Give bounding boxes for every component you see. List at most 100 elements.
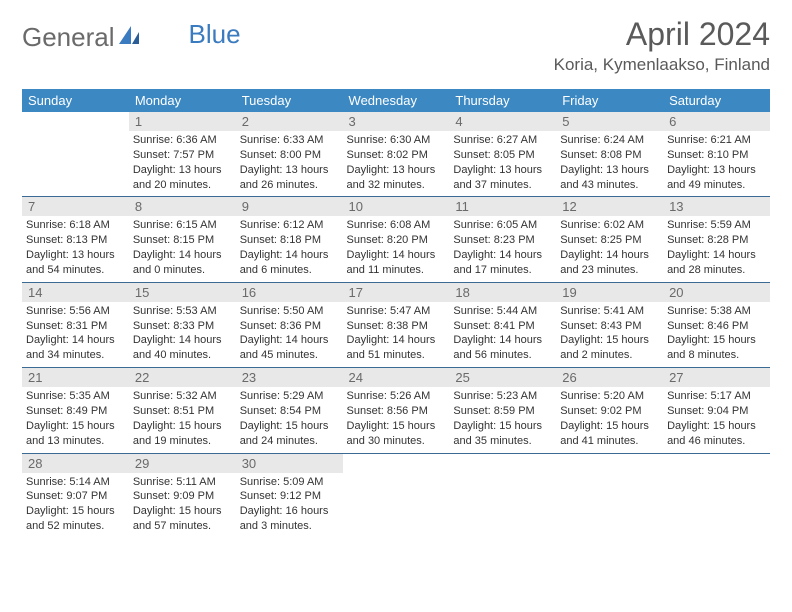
day-detail: Sunrise: 5:53 AMSunset: 8:33 PMDaylight:…: [129, 302, 236, 367]
day-number: 19: [556, 283, 663, 302]
calendar-day-cell: .: [663, 453, 770, 538]
logo-sail-icon: [117, 22, 141, 53]
page-title: April 2024: [554, 16, 770, 53]
calendar-day-cell: 8Sunrise: 6:15 AMSunset: 8:15 PMDaylight…: [129, 197, 236, 282]
calendar-day-cell: 27Sunrise: 5:17 AMSunset: 9:04 PMDayligh…: [663, 368, 770, 453]
calendar-day-cell: 29Sunrise: 5:11 AMSunset: 9:09 PMDayligh…: [129, 453, 236, 538]
day-number: 10: [343, 197, 450, 216]
calendar-day-cell: 4Sunrise: 6:27 AMSunset: 8:05 PMDaylight…: [449, 112, 556, 197]
day-number: 1: [129, 112, 236, 131]
day-detail: Sunrise: 5:41 AMSunset: 8:43 PMDaylight:…: [556, 302, 663, 367]
day-number: 15: [129, 283, 236, 302]
day-number: 18: [449, 283, 556, 302]
calendar-day-cell: 26Sunrise: 5:20 AMSunset: 9:02 PMDayligh…: [556, 368, 663, 453]
day-number: 7: [22, 197, 129, 216]
calendar-day-cell: 2Sunrise: 6:33 AMSunset: 8:00 PMDaylight…: [236, 112, 343, 197]
calendar-day-cell: .: [343, 453, 450, 538]
day-detail: Sunrise: 5:09 AMSunset: 9:12 PMDaylight:…: [236, 473, 343, 538]
day-detail: Sunrise: 5:38 AMSunset: 8:46 PMDaylight:…: [663, 302, 770, 367]
day-detail: Sunrise: 5:50 AMSunset: 8:36 PMDaylight:…: [236, 302, 343, 367]
calendar-day-cell: 6Sunrise: 6:21 AMSunset: 8:10 PMDaylight…: [663, 112, 770, 197]
day-detail: Sunrise: 5:14 AMSunset: 9:07 PMDaylight:…: [22, 473, 129, 538]
weekday-header: Sunday: [22, 89, 129, 112]
day-number: 28: [22, 454, 129, 473]
calendar-day-cell: .: [556, 453, 663, 538]
day-number: 23: [236, 368, 343, 387]
day-number: 11: [449, 197, 556, 216]
calendar-day-cell: 1Sunrise: 6:36 AMSunset: 7:57 PMDaylight…: [129, 112, 236, 197]
day-detail: Sunrise: 5:11 AMSunset: 9:09 PMDaylight:…: [129, 473, 236, 538]
day-number: 16: [236, 283, 343, 302]
day-detail: Sunrise: 6:15 AMSunset: 8:15 PMDaylight:…: [129, 216, 236, 281]
header: General Blue April 2024 Koria, Kymenlaak…: [22, 16, 770, 75]
day-detail: Sunrise: 6:08 AMSunset: 8:20 PMDaylight:…: [343, 216, 450, 281]
day-detail: Sunrise: 5:47 AMSunset: 8:38 PMDaylight:…: [343, 302, 450, 367]
day-number: 12: [556, 197, 663, 216]
calendar-day-cell: 21Sunrise: 5:35 AMSunset: 8:49 PMDayligh…: [22, 368, 129, 453]
day-detail: Sunrise: 5:20 AMSunset: 9:02 PMDaylight:…: [556, 387, 663, 452]
day-number: 22: [129, 368, 236, 387]
day-detail: Sunrise: 6:18 AMSunset: 8:13 PMDaylight:…: [22, 216, 129, 281]
day-number: 5: [556, 112, 663, 131]
day-detail: Sunrise: 6:33 AMSunset: 8:00 PMDaylight:…: [236, 131, 343, 196]
calendar-day-cell: 3Sunrise: 6:30 AMSunset: 8:02 PMDaylight…: [343, 112, 450, 197]
day-number: 3: [343, 112, 450, 131]
calendar-week-row: .1Sunrise: 6:36 AMSunset: 7:57 PMDayligh…: [22, 112, 770, 197]
calendar-day-cell: 18Sunrise: 5:44 AMSunset: 8:41 PMDayligh…: [449, 282, 556, 367]
day-detail: Sunrise: 5:32 AMSunset: 8:51 PMDaylight:…: [129, 387, 236, 452]
day-number: 25: [449, 368, 556, 387]
day-detail: Sunrise: 5:56 AMSunset: 8:31 PMDaylight:…: [22, 302, 129, 367]
logo-text-general: General: [22, 22, 115, 53]
weekday-header: Thursday: [449, 89, 556, 112]
calendar-day-cell: 14Sunrise: 5:56 AMSunset: 8:31 PMDayligh…: [22, 282, 129, 367]
calendar-day-cell: 11Sunrise: 6:05 AMSunset: 8:23 PMDayligh…: [449, 197, 556, 282]
day-detail: Sunrise: 5:17 AMSunset: 9:04 PMDaylight:…: [663, 387, 770, 452]
calendar-week-row: 7Sunrise: 6:18 AMSunset: 8:13 PMDaylight…: [22, 197, 770, 282]
weekday-header-row: SundayMondayTuesdayWednesdayThursdayFrid…: [22, 89, 770, 112]
calendar-week-row: 28Sunrise: 5:14 AMSunset: 9:07 PMDayligh…: [22, 453, 770, 538]
day-number: 21: [22, 368, 129, 387]
day-number: 26: [556, 368, 663, 387]
calendar-day-cell: 13Sunrise: 5:59 AMSunset: 8:28 PMDayligh…: [663, 197, 770, 282]
title-block: April 2024 Koria, Kymenlaakso, Finland: [554, 16, 770, 75]
day-detail: Sunrise: 6:27 AMSunset: 8:05 PMDaylight:…: [449, 131, 556, 196]
calendar-day-cell: 24Sunrise: 5:26 AMSunset: 8:56 PMDayligh…: [343, 368, 450, 453]
weekday-header: Tuesday: [236, 89, 343, 112]
calendar-day-cell: 20Sunrise: 5:38 AMSunset: 8:46 PMDayligh…: [663, 282, 770, 367]
day-number: 13: [663, 197, 770, 216]
day-detail: Sunrise: 5:35 AMSunset: 8:49 PMDaylight:…: [22, 387, 129, 452]
calendar-day-cell: 19Sunrise: 5:41 AMSunset: 8:43 PMDayligh…: [556, 282, 663, 367]
day-number: 20: [663, 283, 770, 302]
logo: General Blue: [22, 16, 241, 53]
weekday-header: Monday: [129, 89, 236, 112]
day-number: 14: [22, 283, 129, 302]
day-detail: Sunrise: 6:36 AMSunset: 7:57 PMDaylight:…: [129, 131, 236, 196]
calendar-body: . 1Sunrise: 6:36 AMSunset: 7:57 PMDayligh…: [22, 112, 770, 538]
calendar-week-row: 21Sunrise: 5:35 AMSunset: 8:49 PMDayligh…: [22, 368, 770, 453]
calendar-day-cell: 10Sunrise: 6:08 AMSunset: 8:20 PMDayligh…: [343, 197, 450, 282]
calendar-day-cell: 12Sunrise: 6:02 AMSunset: 8:25 PMDayligh…: [556, 197, 663, 282]
calendar-day-cell: 25Sunrise: 5:23 AMSunset: 8:59 PMDayligh…: [449, 368, 556, 453]
day-number: 6: [663, 112, 770, 131]
calendar-day-cell: 9Sunrise: 6:12 AMSunset: 8:18 PMDaylight…: [236, 197, 343, 282]
day-number: 4: [449, 112, 556, 131]
day-number: 17: [343, 283, 450, 302]
day-number: 8: [129, 197, 236, 216]
logo-text-blue: Blue: [189, 19, 241, 50]
calendar-week-row: 14Sunrise: 5:56 AMSunset: 8:31 PMDayligh…: [22, 282, 770, 367]
weekday-header: Wednesday: [343, 89, 450, 112]
weekday-header: Friday: [556, 89, 663, 112]
calendar-day-cell: 28Sunrise: 5:14 AMSunset: 9:07 PMDayligh…: [22, 453, 129, 538]
day-detail: Sunrise: 5:29 AMSunset: 8:54 PMDaylight:…: [236, 387, 343, 452]
day-detail: Sunrise: 5:26 AMSunset: 8:56 PMDaylight:…: [343, 387, 450, 452]
calendar-day-cell: 15Sunrise: 5:53 AMSunset: 8:33 PMDayligh…: [129, 282, 236, 367]
calendar-table: SundayMondayTuesdayWednesdayThursdayFrid…: [22, 89, 770, 538]
day-detail: Sunrise: 5:44 AMSunset: 8:41 PMDaylight:…: [449, 302, 556, 367]
day-number: 2: [236, 112, 343, 131]
day-detail: Sunrise: 6:30 AMSunset: 8:02 PMDaylight:…: [343, 131, 450, 196]
calendar-day-cell: 23Sunrise: 5:29 AMSunset: 8:54 PMDayligh…: [236, 368, 343, 453]
day-detail: Sunrise: 6:05 AMSunset: 8:23 PMDaylight:…: [449, 216, 556, 281]
calendar-day-cell: 16Sunrise: 5:50 AMSunset: 8:36 PMDayligh…: [236, 282, 343, 367]
calendar-day-cell: .: [449, 453, 556, 538]
day-detail: Sunrise: 6:24 AMSunset: 8:08 PMDaylight:…: [556, 131, 663, 196]
